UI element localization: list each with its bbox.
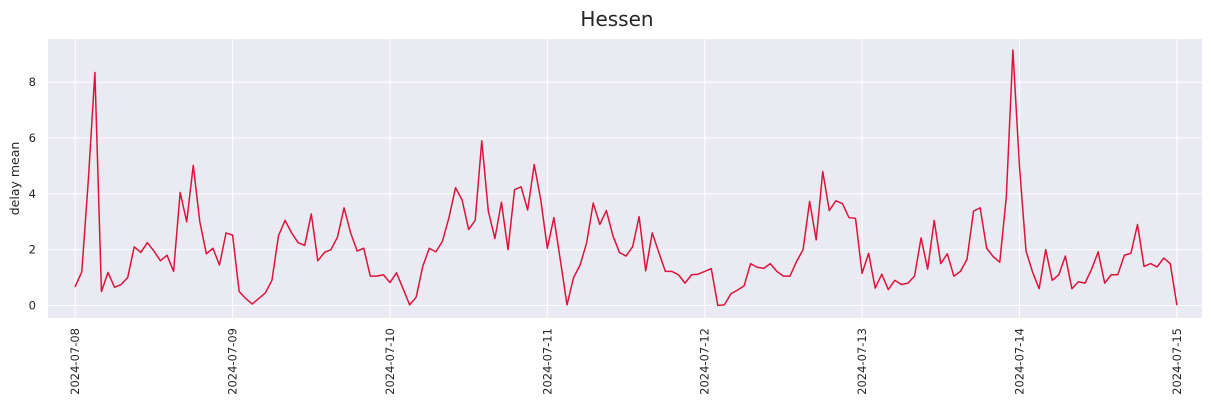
- plot-area: [48, 39, 1202, 318]
- series-layer: [74, 49, 1178, 307]
- y-tick-label: 0: [29, 298, 36, 312]
- y-tick-label: 8: [29, 75, 36, 89]
- y-tick-label: 4: [29, 187, 36, 201]
- x-tick-label: 2024-07-14: [1012, 328, 1026, 395]
- x-axis-ticks: 2024-07-08 2024-07-09 2024-07-10 2024-07-11…: [68, 328, 1184, 395]
- y-axis-ticks: 0 2 4 6 8: [29, 75, 36, 312]
- x-tick-label: 2024-07-12: [698, 328, 712, 395]
- x-tick-label: 2024-07-13: [855, 328, 869, 395]
- y-tick-label: 2: [29, 243, 36, 257]
- x-tick-label: 2024-07-10: [383, 328, 397, 395]
- series-line: [74, 49, 1178, 307]
- grid: [48, 39, 1202, 318]
- x-tick-label: 2024-07-08: [68, 328, 82, 395]
- y-tick-label: 6: [29, 131, 36, 145]
- x-tick-label: 2024-07-11: [540, 328, 554, 395]
- chart-title: Hessen: [580, 7, 653, 31]
- y-axis-label: delay mean: [7, 142, 22, 216]
- x-tick-label: 2024-07-15: [1170, 328, 1184, 395]
- x-tick-label: 2024-07-09: [226, 328, 240, 395]
